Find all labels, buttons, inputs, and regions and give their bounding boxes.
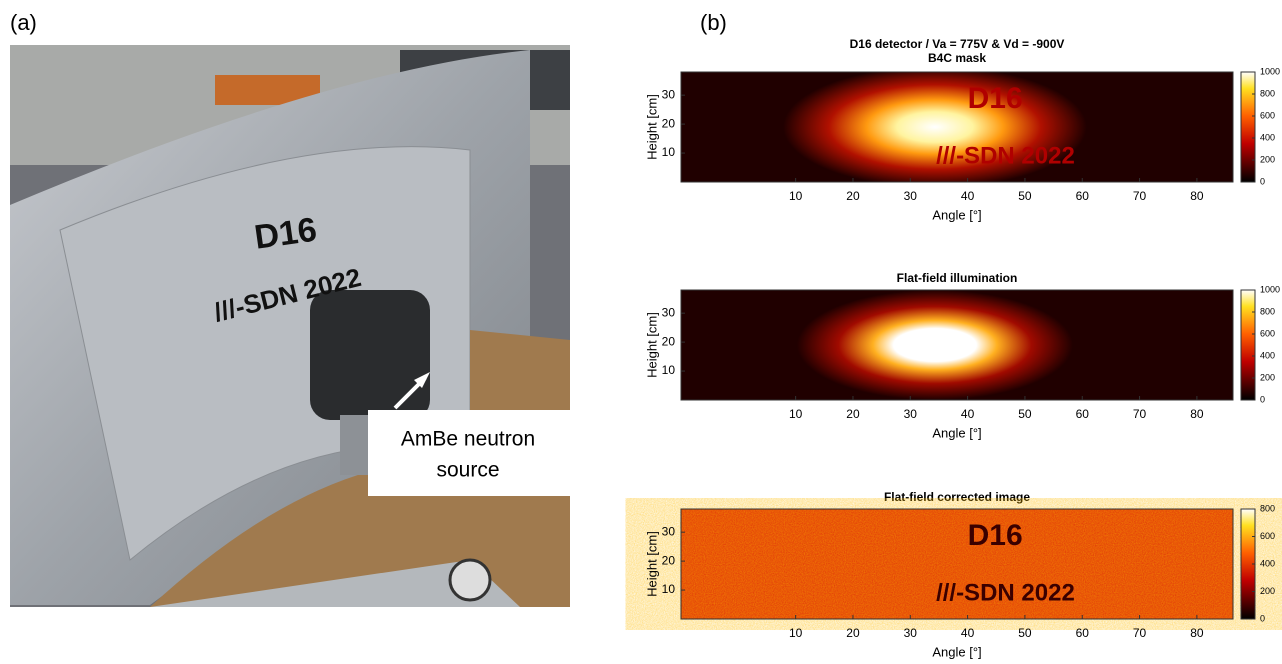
- x-tick-label: 80: [1190, 626, 1204, 640]
- x-tick-label: 30: [904, 189, 918, 203]
- colorbar-tick-label: 0: [1260, 176, 1265, 186]
- colorbar-tick-label: 200: [1260, 586, 1275, 596]
- y-tick-label: 20: [662, 334, 676, 348]
- y-axis-label: Height [cm]: [644, 94, 659, 160]
- chart-subtitle: B4C mask: [928, 51, 986, 65]
- chart-title: D16 detector / Va = 775V & Vd = -900V: [850, 37, 1065, 51]
- x-tick-label: 70: [1133, 189, 1147, 203]
- colorbar: [1241, 72, 1255, 182]
- x-tick-label: 20: [846, 189, 860, 203]
- colorbar-tick-label: 400: [1260, 132, 1275, 142]
- x-tick-label: 40: [961, 189, 975, 203]
- panel-label: (b): [700, 10, 727, 35]
- overlay-text: ///-SDN 2022: [936, 579, 1075, 606]
- y-tick-label: 10: [662, 145, 676, 159]
- chart-title: Flat-field illumination: [897, 271, 1018, 285]
- x-tick-label: 10: [789, 626, 803, 640]
- overlay-text: D16: [968, 82, 1023, 115]
- colorbar-tick-label: 800: [1260, 88, 1275, 98]
- colorbar-tick-label: 1000: [1260, 66, 1280, 76]
- colorbar: [1241, 290, 1255, 400]
- x-tick-label: 80: [1190, 407, 1204, 421]
- x-axis-label: Angle [°]: [932, 425, 981, 440]
- annotation: AmBe neutron: [401, 428, 535, 451]
- x-axis-label: Angle [°]: [932, 644, 981, 659]
- y-tick-label: 10: [662, 582, 676, 596]
- x-tick-label: 80: [1190, 189, 1204, 203]
- x-tick-label: 60: [1076, 407, 1090, 421]
- annotation: source: [436, 459, 499, 482]
- panel-label: (a): [10, 10, 37, 35]
- x-tick-label: 50: [1018, 407, 1032, 421]
- x-tick-label: 70: [1133, 407, 1147, 421]
- y-tick-label: 10: [662, 363, 676, 377]
- colorbar-tick-label: 800: [1260, 503, 1275, 513]
- figure: (a) (b) D16 ///-SDN 2022 AmBe neutron so…: [0, 0, 1282, 659]
- y-axis-label: Height [cm]: [644, 531, 659, 597]
- y-tick-label: 20: [662, 116, 676, 130]
- colorbar-tick-label: 600: [1260, 328, 1275, 338]
- x-tick-label: 20: [846, 626, 860, 640]
- chart-title: Flat-field corrected image: [884, 490, 1030, 504]
- y-tick-label: 20: [662, 553, 676, 567]
- x-tick-label: 60: [1076, 189, 1090, 203]
- x-tick-label: 70: [1133, 626, 1147, 640]
- x-tick-label: 30: [904, 407, 918, 421]
- y-tick-label: 30: [662, 87, 676, 101]
- x-tick-label: 30: [904, 626, 918, 640]
- x-tick-label: 10: [789, 189, 803, 203]
- colorbar-tick-label: 400: [1260, 350, 1275, 360]
- overlay-text: D16: [968, 519, 1023, 552]
- colorbar-tick-label: 400: [1260, 558, 1275, 568]
- colorbar-tick-label: 0: [1260, 394, 1265, 404]
- colorbar-tick-label: 200: [1260, 372, 1275, 382]
- photo: D16 ///-SDN 2022 AmBe neutron source: [10, 45, 570, 607]
- colorbar-tick-label: 600: [1260, 531, 1275, 541]
- x-tick-label: 10: [789, 407, 803, 421]
- x-tick-label: 60: [1076, 626, 1090, 640]
- heatmap-image: [681, 290, 1233, 400]
- x-tick-label: 40: [961, 626, 975, 640]
- x-tick-label: 20: [846, 407, 860, 421]
- colorbar-tick-label: 1000: [1260, 284, 1280, 294]
- y-tick-label: 30: [662, 305, 676, 319]
- overlay-text: ///-SDN 2022: [936, 142, 1075, 169]
- colorbar-tick-label: 600: [1260, 110, 1275, 120]
- y-axis-label: Height [cm]: [644, 312, 659, 378]
- x-axis-label: Angle [°]: [932, 207, 981, 222]
- page: (a) (b) D16 ///-SDN 2022 AmBe neutron so…: [0, 0, 1282, 664]
- colorbar-tick-label: 0: [1260, 613, 1265, 623]
- colorbar-tick-label: 800: [1260, 306, 1275, 316]
- x-tick-label: 50: [1018, 189, 1032, 203]
- x-tick-label: 40: [961, 407, 975, 421]
- x-tick-label: 50: [1018, 626, 1032, 640]
- y-tick-label: 30: [662, 524, 676, 538]
- colorbar-tick-label: 200: [1260, 154, 1275, 164]
